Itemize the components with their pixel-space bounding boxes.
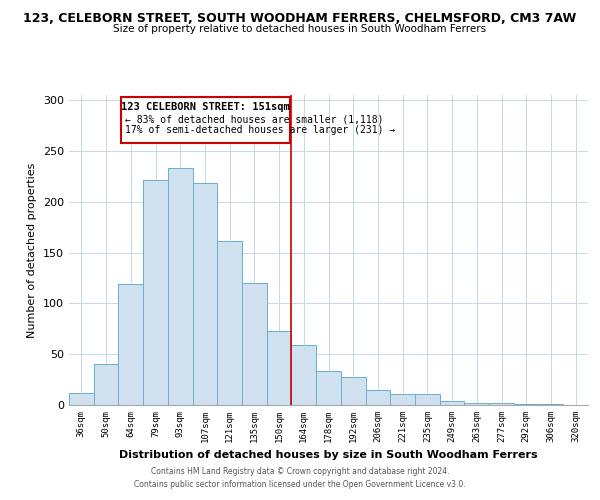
Bar — [168, 168, 193, 405]
Text: 123 CELEBORN STREET: 151sqm: 123 CELEBORN STREET: 151sqm — [121, 102, 290, 112]
Text: Size of property relative to detached houses in South Woodham Ferrers: Size of property relative to detached ho… — [113, 24, 487, 34]
Bar — [514, 404, 539, 405]
Bar — [193, 184, 217, 405]
Bar — [292, 345, 316, 405]
Text: Contains HM Land Registry data © Crown copyright and database right 2024.
Contai: Contains HM Land Registry data © Crown c… — [134, 468, 466, 489]
Text: ← 83% of detached houses are smaller (1,118): ← 83% of detached houses are smaller (1,… — [125, 114, 383, 124]
Bar — [242, 283, 267, 405]
X-axis label: Distribution of detached houses by size in South Woodham Ferrers: Distribution of detached houses by size … — [119, 450, 538, 460]
Bar — [440, 401, 464, 405]
Text: 123, CELEBORN STREET, SOUTH WOODHAM FERRERS, CHELMSFORD, CM3 7AW: 123, CELEBORN STREET, SOUTH WOODHAM FERR… — [23, 12, 577, 26]
Text: 17% of semi-detached houses are larger (231) →: 17% of semi-detached houses are larger (… — [125, 126, 395, 136]
Bar — [143, 180, 168, 405]
Bar — [69, 393, 94, 405]
FancyBboxPatch shape — [121, 97, 290, 143]
Bar — [267, 331, 292, 405]
Y-axis label: Number of detached properties: Number of detached properties — [28, 162, 37, 338]
Bar — [217, 242, 242, 405]
Bar — [365, 390, 390, 405]
Bar — [415, 394, 440, 405]
Bar — [94, 364, 118, 405]
Bar — [464, 403, 489, 405]
Bar — [539, 404, 563, 405]
Bar — [341, 376, 365, 405]
Bar — [316, 372, 341, 405]
Bar — [118, 284, 143, 405]
Bar — [489, 403, 514, 405]
Bar — [390, 394, 415, 405]
